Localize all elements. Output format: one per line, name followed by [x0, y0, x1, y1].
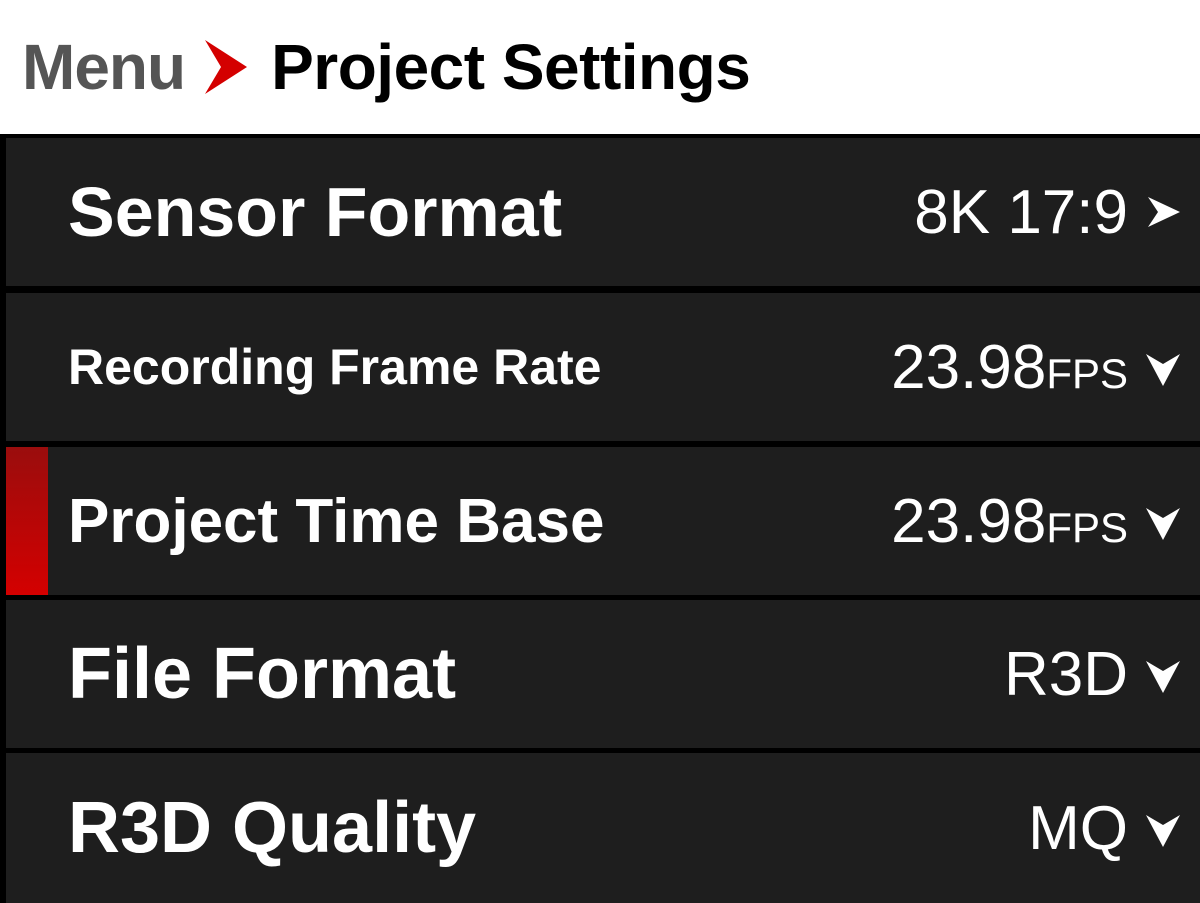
chevron-right-icon	[205, 40, 248, 94]
setting-recording-frame-rate[interactable]: Recording Frame Rate 23.98 FPS	[6, 293, 1200, 441]
setting-label: Project Time Base	[68, 486, 605, 556]
breadcrumb-menu[interactable]: Menu	[22, 31, 186, 103]
setting-label: R3D Quality	[68, 788, 477, 868]
setting-value: 8K 17:9	[914, 177, 1128, 248]
value-text: 8K 17:9	[914, 177, 1128, 247]
chevron-down-icon	[1146, 815, 1180, 847]
setting-value: MQ	[1028, 793, 1128, 864]
chevron-down-icon	[1146, 354, 1180, 386]
value-text: R3D	[1003, 639, 1128, 709]
chevron-down-icon	[1146, 508, 1180, 540]
setting-sensor-format[interactable]: Sensor Format 8K 17:9	[6, 138, 1200, 286]
setting-label: Sensor Format	[68, 173, 562, 251]
setting-r3d-quality[interactable]: R3D Quality MQ	[6, 753, 1200, 903]
setting-label: File Format	[68, 634, 457, 714]
setting-file-format[interactable]: File Format R3D	[6, 600, 1200, 748]
selection-indicator	[6, 447, 48, 595]
setting-value: R3D	[1004, 639, 1128, 710]
setting-value: 23.98 FPS	[891, 332, 1128, 403]
value-unit: FPS	[1046, 349, 1128, 397]
chevron-down-icon	[1146, 661, 1180, 693]
value-unit: FPS	[1046, 503, 1128, 551]
setting-label: Recording Frame Rate	[68, 339, 602, 395]
header-bar: Menu Project Settings	[0, 0, 1200, 134]
value-text: 23.98	[891, 486, 1047, 556]
value-text: 23.98	[891, 332, 1047, 402]
chevron-right-icon	[1148, 197, 1180, 227]
value-text: MQ	[1028, 793, 1128, 863]
page-title: Project Settings	[271, 31, 751, 103]
setting-project-time-base[interactable]: Project Time Base 23.98 FPS	[6, 447, 1200, 595]
setting-value: 23.98 FPS	[891, 486, 1128, 557]
settings-list: Sensor Format 8K 17:9 Recording Frame Ra…	[0, 134, 1200, 903]
